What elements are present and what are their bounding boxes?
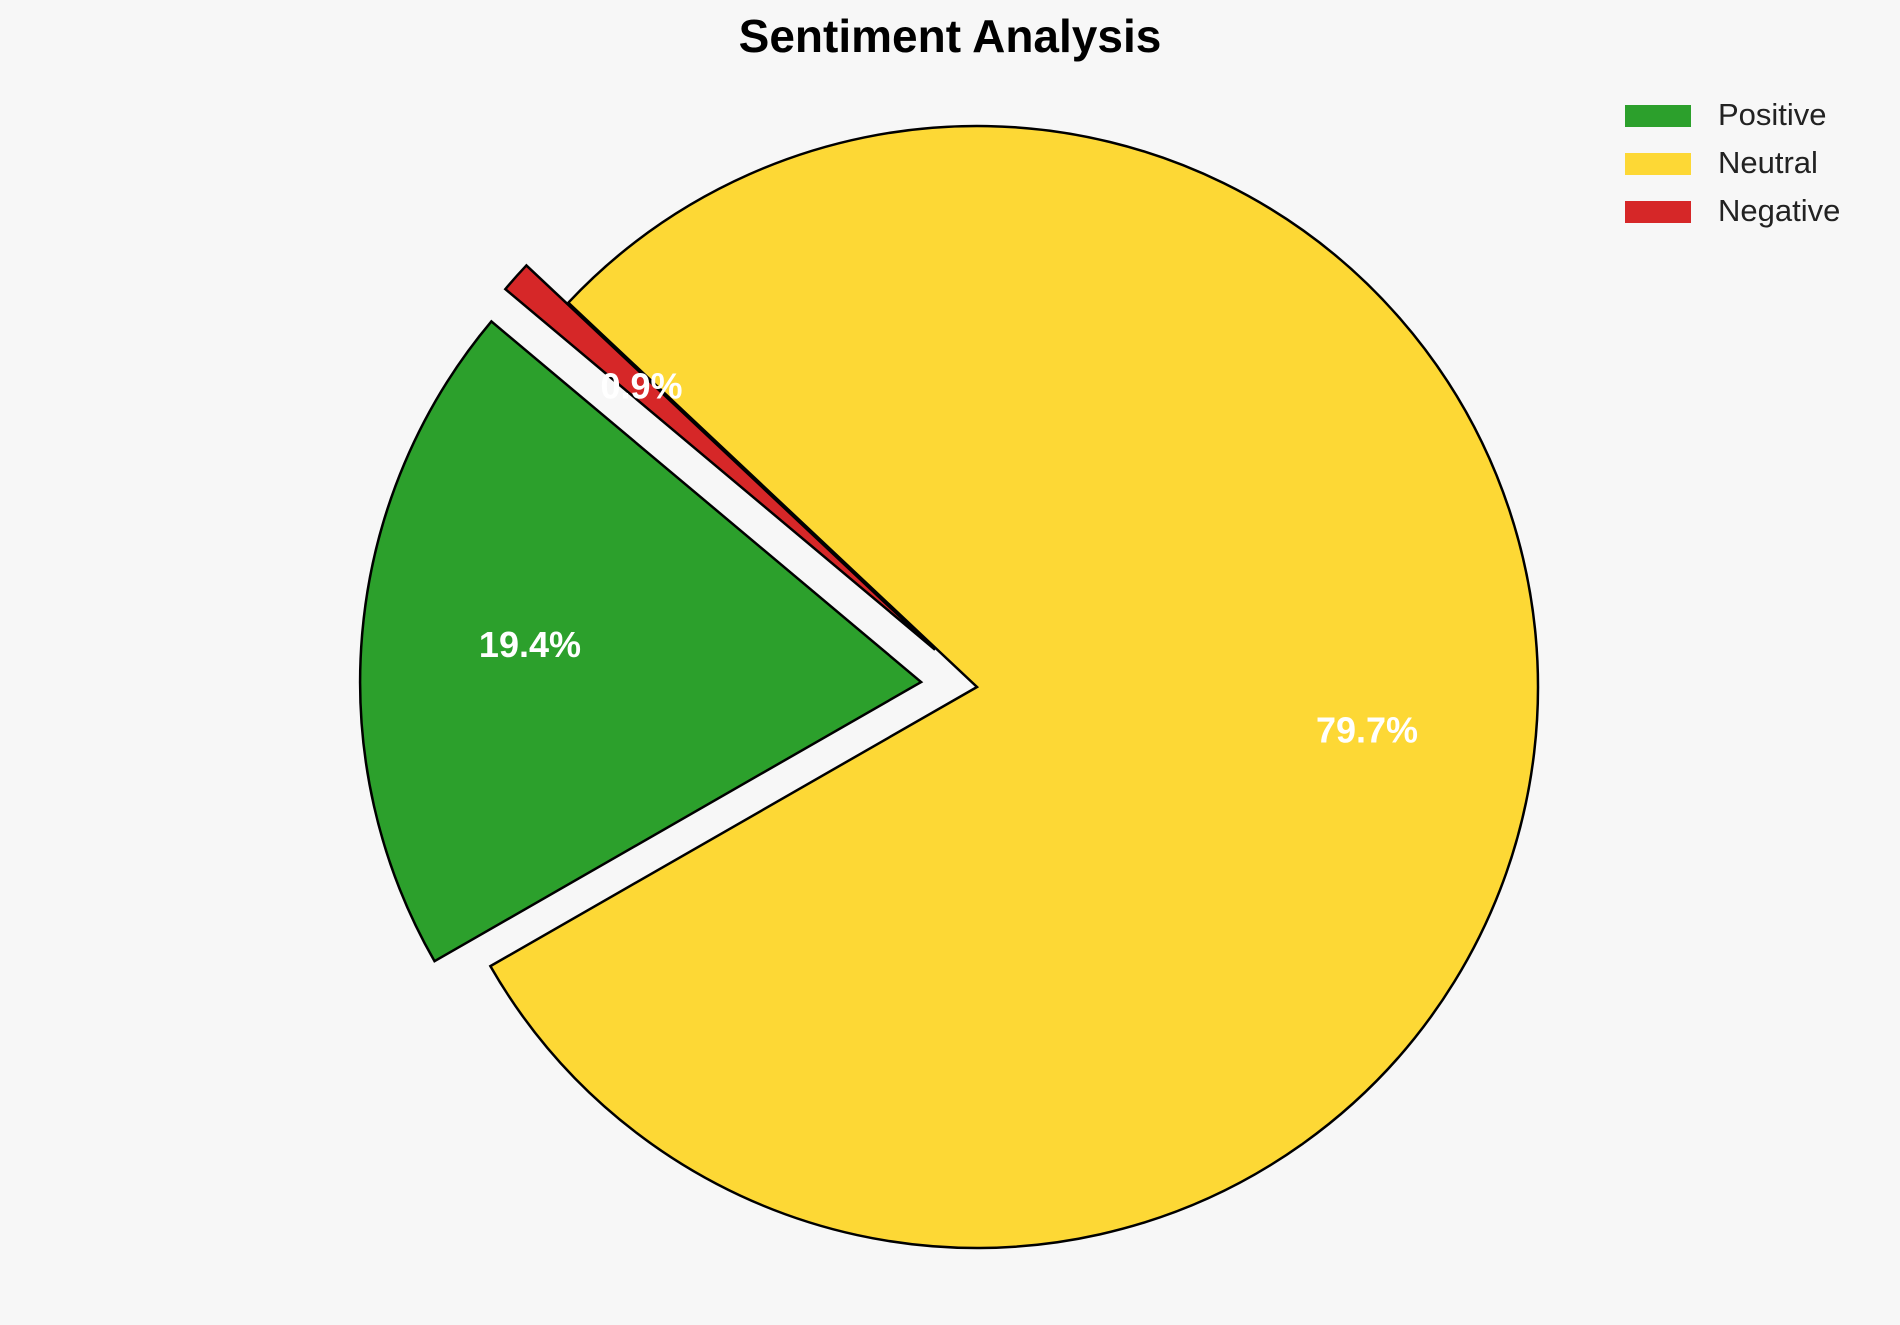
slice-label: 79.7% (1316, 709, 1418, 750)
pie-slice (488, 124, 1540, 1250)
legend-label: Neutral (1718, 145, 1818, 180)
slice-label: 19.4% (479, 624, 581, 665)
legend-label: Positive (1718, 97, 1827, 132)
pie-slice (358, 319, 924, 963)
legend-swatch (1625, 105, 1691, 127)
legend-label: Negative (1718, 193, 1840, 228)
pie-slice (503, 263, 936, 651)
legend-swatch (1625, 201, 1691, 223)
legend-swatch (1625, 153, 1691, 175)
slice-label: 0.9% (600, 365, 682, 406)
chart-title: Sentiment Analysis (739, 10, 1162, 62)
